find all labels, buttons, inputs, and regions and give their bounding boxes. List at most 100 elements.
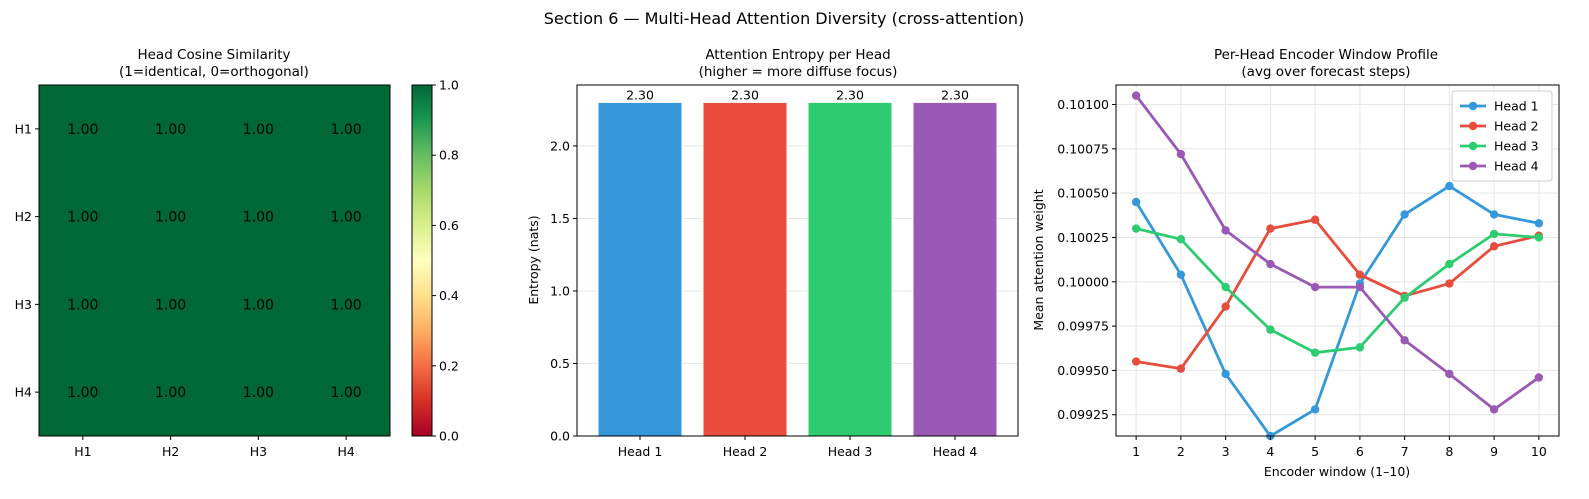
legend-marker (1468, 141, 1478, 151)
heatmap-cell (214, 85, 303, 174)
line-y-tick-label: 0.09975 (1057, 319, 1109, 334)
series-point (1355, 282, 1365, 292)
bar (912, 101, 998, 437)
heatmap-x-tick-label: H4 (337, 444, 354, 459)
series-point (1489, 405, 1499, 414)
series-point (1176, 270, 1186, 279)
legend-label: Head 3 (1494, 139, 1539, 154)
line-x-tick-label: 10 (1531, 444, 1547, 459)
heatmap-cell-label: 1.00 (155, 297, 186, 313)
colorbar (411, 84, 433, 437)
window-profile-panel: Per-Head Encoder Window Profile (avg ove… (1031, 47, 1560, 479)
heatmap-cell-label: 1.00 (155, 210, 186, 226)
series-point (1445, 279, 1454, 288)
heatmap-cell-label: 1.00 (67, 210, 98, 226)
line-y-tick-label: 0.10050 (1057, 186, 1109, 201)
bar-ylabel: Entropy (nats) (526, 215, 541, 304)
line-y-tick-label: 0.09950 (1057, 363, 1109, 378)
heatmap-cell (39, 260, 128, 349)
heatmap-cell-label: 1.00 (331, 385, 362, 401)
line-y-tick-label: 0.09925 (1057, 407, 1109, 422)
heatmap-y-tick-label: H1 (15, 121, 32, 136)
legend-box (1451, 90, 1553, 182)
line-y-tick-label: 0.10025 (1057, 230, 1109, 245)
series-point (1131, 91, 1141, 100)
bar-data-label: 2.30 (941, 87, 969, 102)
heatmap-cell (214, 348, 303, 437)
figure-suptitle: Section 6 — Multi-Head Attention Diversi… (544, 9, 1025, 28)
colorbar-tick-label: 0.4 (439, 288, 459, 303)
heatmap-frame (38, 84, 391, 437)
series-point (1176, 364, 1186, 373)
line-x-tick-label: 2 (1177, 444, 1185, 459)
heatmap-cell (302, 172, 391, 261)
bar-title-line1: Attention Entropy per Head (705, 47, 890, 63)
series-point (1534, 219, 1544, 228)
bar-y-tick-label: 0.5 (550, 356, 570, 371)
bar-y-tick-label: 1.0 (550, 283, 570, 298)
heatmap-cell-label: 1.00 (243, 385, 274, 401)
series-line (1135, 227, 1539, 355)
colorbar-tick-label: 0.0 (439, 429, 459, 444)
line-x-tick-label: 5 (1311, 444, 1319, 459)
heatmap-cell-label: 1.00 (331, 210, 362, 226)
series-point (1400, 293, 1409, 302)
bar-y-tick-label: 0.0 (550, 429, 570, 444)
bar-x-tick-label: Head 1 (618, 444, 663, 459)
line-y-tick-label: 0.10000 (1057, 274, 1109, 289)
heatmap-cell-label: 1.00 (243, 122, 274, 138)
bar-title-line2: (higher = more diffuse focus) (699, 64, 898, 80)
colorbar-tick-label: 0.6 (439, 218, 459, 233)
bar-x-tick-label: Head 2 (723, 444, 768, 459)
series-point (1445, 181, 1454, 191)
heatmap-y-tick-label: H3 (15, 297, 32, 312)
legend-label: Head 2 (1494, 119, 1539, 134)
heatmap-y-tick-label: H2 (15, 209, 32, 224)
line-x-tick-label: 7 (1401, 444, 1409, 459)
line-x-tick-label: 3 (1222, 444, 1230, 459)
heatmap-cell (302, 260, 391, 349)
heatmap-cell-label: 1.00 (67, 385, 98, 401)
line-x-tick-label: 6 (1356, 444, 1364, 459)
heatmap-cell (126, 260, 215, 349)
line-ylabel: Mean attention weight (1031, 189, 1046, 330)
heatmap-cell (39, 172, 128, 261)
heatmap-cell-label: 1.00 (243, 210, 274, 226)
bar-data-label: 2.30 (836, 87, 864, 102)
legend-marker (1468, 101, 1478, 111)
series-point (1355, 270, 1365, 279)
series-point (1221, 369, 1230, 379)
series-point (1221, 282, 1230, 292)
series-point (1310, 348, 1320, 357)
bar (597, 101, 683, 437)
colorbar-tick-label: 1.0 (439, 78, 459, 93)
series-point (1266, 325, 1275, 334)
series-line (1135, 218, 1540, 371)
bar (807, 101, 893, 437)
heatmap-cell-label: 1.00 (67, 297, 98, 313)
heatmap-x-tick-label: H2 (162, 444, 179, 459)
series-point (1355, 343, 1365, 352)
heatmap-x-tick-label: H1 (74, 444, 91, 459)
series-point (1266, 259, 1275, 269)
line-title-line1: Per-Head Encoder Window Profile (1214, 47, 1438, 63)
legend-marker (1468, 121, 1478, 131)
heatmap-cell-label: 1.00 (331, 122, 362, 138)
series-point (1445, 259, 1454, 269)
series-line (1135, 94, 1540, 411)
bar-plot-frame (576, 84, 1019, 437)
heatmap-cell (126, 172, 215, 261)
series-point (1176, 149, 1186, 159)
heatmap-cell (39, 348, 128, 437)
line-y-tick-label: 0.10100 (1057, 97, 1109, 112)
line-x-tick-label: 4 (1266, 444, 1274, 459)
line-xlabel: Encoder window (1–10) (1264, 464, 1410, 479)
heatmap-cell (302, 348, 391, 437)
series-point (1534, 373, 1544, 382)
series-point (1534, 233, 1544, 242)
heatmap-cell (214, 172, 303, 261)
bar-y-tick-label: 1.5 (550, 211, 570, 226)
heatmap-panel: Head Cosine Similarity (1=identical, 0=o… (15, 47, 459, 459)
heatmap-cell-label: 1.00 (67, 122, 98, 138)
series-point (1131, 224, 1141, 233)
